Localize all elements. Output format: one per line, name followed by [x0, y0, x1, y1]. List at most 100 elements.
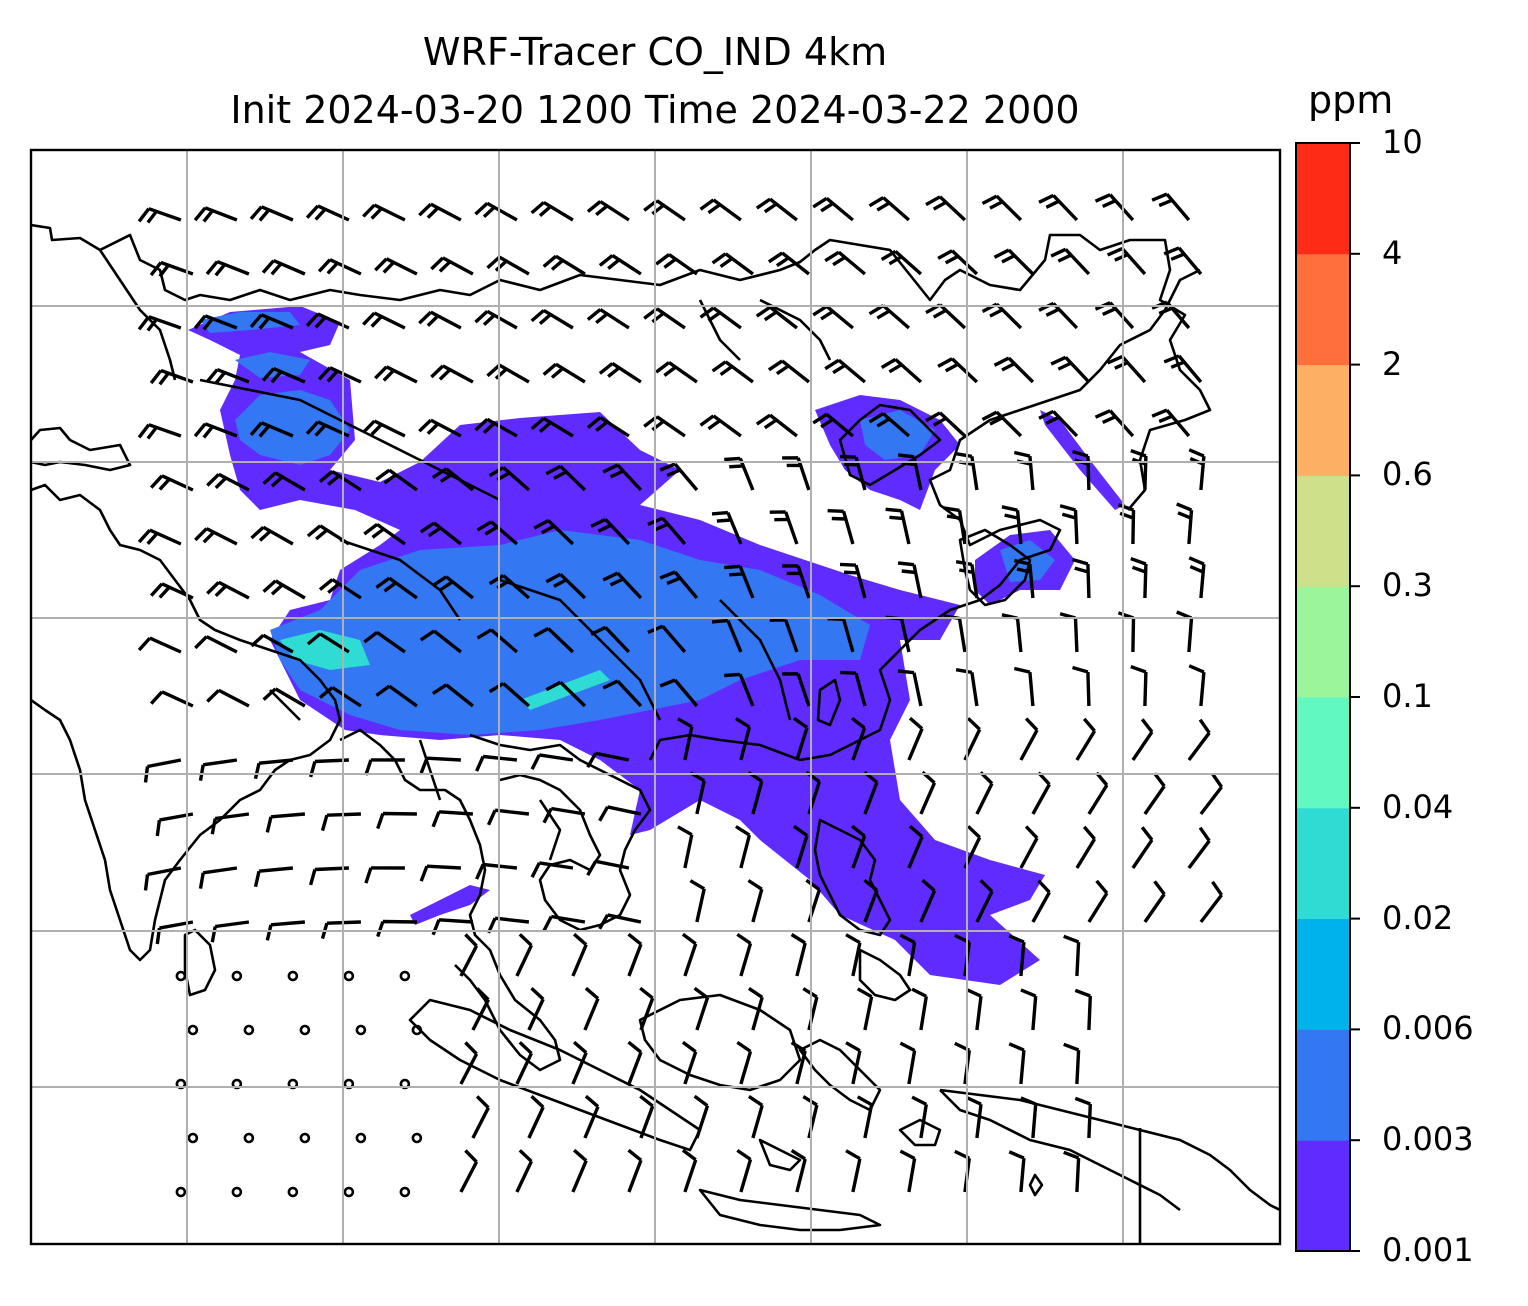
wind-barb: [711, 618, 743, 653]
wind-barb: [1038, 409, 1079, 438]
gridlines: [31, 150, 1280, 1244]
wind-barb: [583, 1094, 600, 1139]
wind-barb: [198, 758, 238, 781]
wind-barb: [769, 618, 799, 653]
wind-barb: [376, 811, 417, 830]
wind-barb: [1187, 826, 1211, 870]
colorbar-segment: [1296, 1140, 1350, 1252]
wind-barb-calm: [343, 970, 355, 982]
colorbar-tick-label: 0.04: [1382, 787, 1454, 826]
wind-barb-calm: [355, 1024, 367, 1036]
wind-barb-calm: [187, 1024, 199, 1036]
colorbar: [1295, 142, 1360, 1252]
wind-barb: [419, 521, 462, 546]
wind-barb-calm: [399, 970, 411, 982]
wind-barb: [1163, 354, 1203, 384]
wind-barb: [542, 254, 586, 276]
wind-barb: [677, 825, 694, 869]
wind-barb: [1117, 503, 1136, 545]
colorbar-segment: [1296, 697, 1350, 809]
wind-barb: [317, 258, 362, 276]
wind-barb-calm: [243, 1132, 255, 1144]
wind-barb: [1008, 1150, 1026, 1193]
wind-barb: [374, 365, 418, 384]
wind-barb: [659, 678, 699, 708]
wind-barb: [782, 456, 811, 491]
wind-barb: [362, 311, 406, 330]
colorbar-tick-label: 4: [1382, 233, 1403, 272]
wind-barb: [734, 717, 752, 761]
colorbar-tick-label: 0.001: [1382, 1231, 1474, 1269]
wind-barb: [1106, 355, 1147, 384]
wind-barb: [137, 423, 182, 440]
wind-barb: [1087, 879, 1109, 923]
wind-barb: [598, 805, 642, 822]
wind-barb: [1094, 409, 1135, 438]
wind-barb: [1020, 988, 1038, 1031]
wind-barb: [1063, 934, 1081, 977]
wind-barb: [533, 519, 575, 546]
wind-barb: [431, 575, 474, 600]
wind-barb: [476, 520, 519, 546]
wind-barb: [198, 866, 238, 889]
wind-barb: [1038, 193, 1079, 222]
wind-barb-calm: [355, 1132, 367, 1144]
wind-barb: [262, 579, 306, 600]
wind-barb: [376, 919, 417, 938]
wind-barb: [586, 859, 630, 877]
wind-barb: [943, 506, 967, 545]
wind-barb: [602, 679, 643, 708]
wind-barb: [1019, 825, 1039, 869]
wind-barb: [586, 308, 630, 330]
wind-barb-calm: [399, 1186, 411, 1198]
wind-barb: [792, 824, 809, 869]
wind-barb: [863, 878, 879, 923]
wind-barb: [812, 196, 854, 222]
wind-barb: [824, 250, 866, 276]
wind-barb: [850, 824, 867, 869]
wind-barb: [474, 309, 518, 330]
wind-barb: [899, 933, 917, 977]
wind-barb: [459, 933, 479, 977]
wind-barb: [1063, 1150, 1081, 1193]
wind-barb: [530, 200, 574, 222]
wind-barb: [375, 576, 418, 600]
wind-barb: [1130, 556, 1148, 599]
map-frame: [29, 148, 1282, 1246]
wind-barb: [975, 879, 994, 923]
plume-south-strip: [410, 885, 490, 925]
wind-barb: [1106, 247, 1147, 276]
wind-barb: [1063, 1042, 1081, 1085]
wind-barb: [486, 363, 530, 384]
wind-barb: [193, 422, 238, 439]
wind-barb: [1013, 450, 1035, 491]
wind-barb: [193, 206, 238, 223]
wind-barb: [639, 1094, 655, 1139]
wind-barb: [1176, 502, 1194, 545]
wind-barb: [981, 194, 1023, 222]
wind-barb: [681, 1040, 698, 1085]
wind-barb: [430, 364, 474, 384]
wind-barb: [418, 310, 462, 330]
wind-barb: [812, 412, 854, 438]
wind-barb: [734, 825, 752, 869]
wind-barb: [431, 467, 474, 492]
wind-barb: [689, 879, 706, 923]
wind-barb: [792, 716, 809, 761]
wind-barb: [812, 304, 854, 330]
wind-barb: [1188, 664, 1206, 707]
wind-barb: [586, 416, 630, 438]
wind-barb-calm: [343, 1186, 355, 1198]
wind-barb: [993, 356, 1035, 384]
wind-barb: [845, 933, 862, 977]
wind-barb: [1008, 934, 1026, 977]
wind-barb-calm: [411, 1132, 423, 1144]
wind-barb: [711, 360, 754, 384]
wind-barb: [474, 201, 518, 222]
wind-barb: [839, 670, 867, 707]
wind-barb: [486, 255, 530, 276]
wind-barb: [542, 806, 586, 824]
wind-barb: [1163, 246, 1203, 276]
wind-barb: [542, 914, 586, 932]
wind-barb: [249, 421, 294, 438]
